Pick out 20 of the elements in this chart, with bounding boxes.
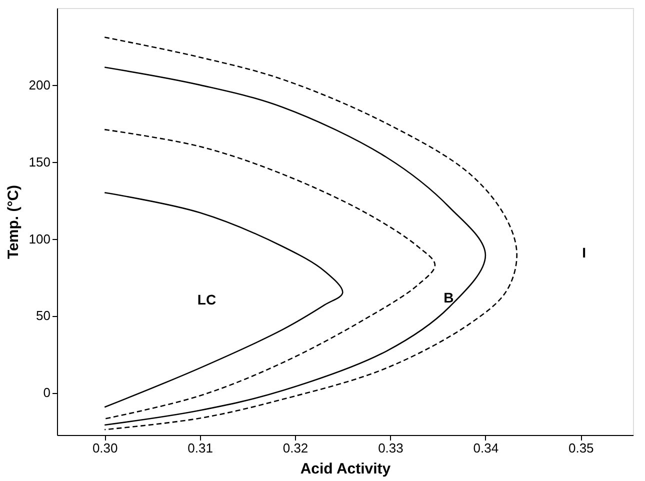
x-tick-label: 0.35 xyxy=(568,440,594,456)
x-tick-label: 0.34 xyxy=(473,440,499,456)
line-series xyxy=(104,36,518,430)
y-tick-label: 50 xyxy=(36,308,50,324)
y-tick-label: 200 xyxy=(28,77,50,92)
annotation: B xyxy=(444,289,454,306)
y-tick-label: 150 xyxy=(28,154,50,170)
x-tick-label: 0.30 xyxy=(92,440,118,456)
x-tick-label: 0.31 xyxy=(188,440,213,456)
x-axis-title: Acid Activity xyxy=(300,460,392,478)
y-axis-title: Temp. (°C) xyxy=(4,184,22,260)
line-series xyxy=(104,128,436,420)
y-tick-label: 0 xyxy=(43,385,50,400)
line-series xyxy=(104,192,344,408)
annotation: LC xyxy=(197,291,216,308)
annotation: I xyxy=(582,244,586,261)
y-tick-label: 100 xyxy=(28,231,50,246)
x-tick-label: 0.32 xyxy=(282,440,308,456)
x-tick-label: 0.33 xyxy=(378,440,404,456)
line-series xyxy=(104,66,486,426)
